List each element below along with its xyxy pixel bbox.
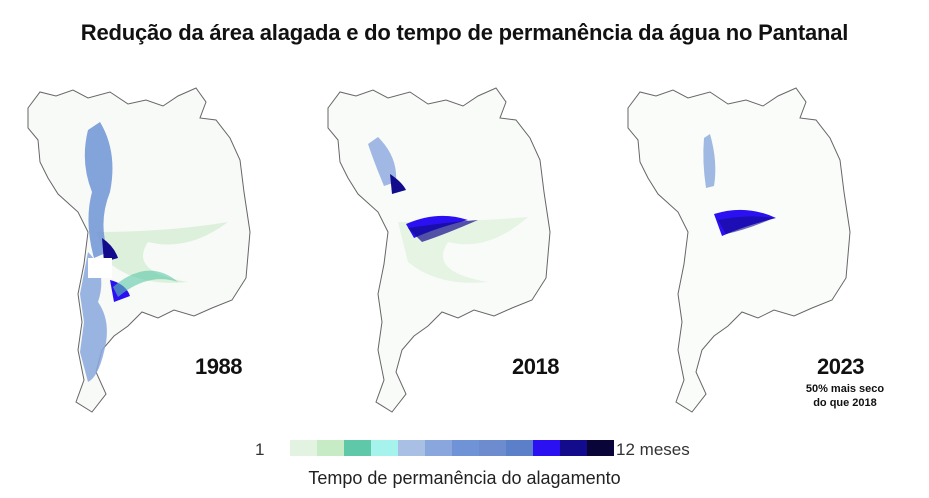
page-title: Redução da área alagada e do tempo de pe… xyxy=(80,20,849,45)
legend-swatch-5 xyxy=(398,440,425,456)
map-year-2018: 2018 xyxy=(512,354,559,379)
pantanal-map-1988-icon xyxy=(27,87,251,413)
legend-swatch-8 xyxy=(479,440,506,456)
legend-swatch-11 xyxy=(560,440,587,456)
legend-max-value: 12 xyxy=(616,440,635,459)
legend-swatch-1 xyxy=(290,440,317,456)
pantanal-map-2023-icon xyxy=(627,87,851,413)
legend-swatch-12 xyxy=(587,440,614,456)
map-note-line-2: do que 2018 xyxy=(813,397,877,409)
map-panel-2018: 2018 xyxy=(318,82,578,427)
legend-swatch-6 xyxy=(425,440,452,456)
map-year-2023: 2023 xyxy=(817,354,864,379)
map-note-2023: 50% mais seco do que 2018 xyxy=(790,382,900,410)
legend-swatch-7 xyxy=(452,440,479,456)
legend-swatch-2 xyxy=(317,440,344,456)
legend-caption: Tempo de permanência do alagamento xyxy=(308,468,621,488)
map-year-1988: 1988 xyxy=(195,354,242,379)
map-panel-2023: 2023 50% mais seco do que 2018 xyxy=(618,82,884,427)
map-panel-1988: 1988 xyxy=(18,82,278,427)
legend-unit: meses xyxy=(639,440,690,459)
color-legend: 1 12 meses Tempo de permanência do alaga… xyxy=(0,436,929,496)
legend-swatch-3 xyxy=(344,440,371,456)
legend-swatches xyxy=(290,440,614,456)
legend-min-label: 1 xyxy=(255,440,265,459)
legend-swatch-9 xyxy=(506,440,533,456)
pantanal-map-2018-icon xyxy=(327,87,551,413)
legend-swatch-4 xyxy=(371,440,398,456)
legend-max-label: 12 meses xyxy=(616,440,690,460)
legend-swatch-10 xyxy=(533,440,560,456)
map-note-line-1: 50% mais seco xyxy=(805,383,885,395)
